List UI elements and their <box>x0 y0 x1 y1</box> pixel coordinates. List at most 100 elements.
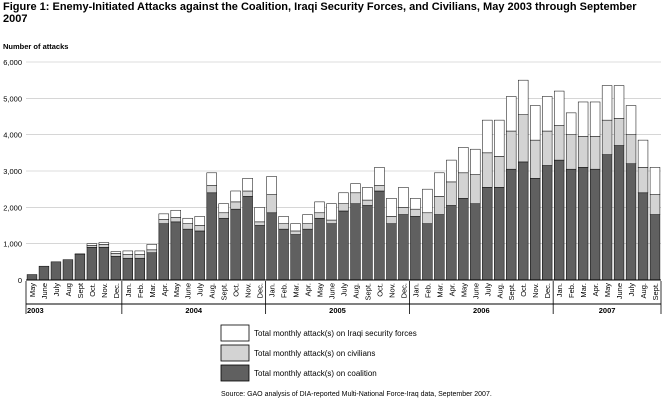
x-tick-label: Dec. <box>112 283 121 298</box>
bar-segment-2 <box>230 201 241 210</box>
bar-segment-2 <box>158 219 169 224</box>
x-tick-label: Sept. <box>363 283 372 301</box>
bar-segment-3 <box>458 147 469 174</box>
x-tick-label: Mar. <box>435 283 444 298</box>
x-tick-label: July <box>340 283 349 297</box>
legend-label: Total monthly attack(s) on coalition <box>254 369 377 378</box>
bar-segment-1 <box>470 203 481 281</box>
x-tick-label: Jan. <box>124 283 133 297</box>
bar-segment-2 <box>182 223 193 230</box>
year-label: 2005 <box>329 306 346 315</box>
bar-segment-3 <box>589 101 601 137</box>
year-label: 2004 <box>185 306 203 315</box>
y-tick-label: 3,000 <box>3 167 22 176</box>
bar-segment-2 <box>242 190 253 197</box>
year-label: 2007 <box>599 306 616 315</box>
bar-segment-2 <box>589 136 601 170</box>
bar-segment-1 <box>458 198 469 281</box>
bar-segment-1 <box>146 252 157 281</box>
x-axis: May June July Aug Sept Oct. Nov. Dec. Jan. Feb. Ma… <box>25 279 662 315</box>
legend-swatch <box>220 324 250 342</box>
bar-segment-1 <box>434 214 445 281</box>
x-tick-label: Oct. <box>519 283 528 297</box>
bar-segment-2 <box>410 208 421 217</box>
bar-segment-3 <box>230 190 241 203</box>
bar-segment-1 <box>589 168 601 281</box>
bar-segment-1 <box>446 205 457 281</box>
bar-segment-1 <box>326 223 337 281</box>
bar-segment-1 <box>50 261 62 281</box>
x-tick-label: Sept. <box>507 283 516 301</box>
bar-segment-3 <box>122 250 133 255</box>
x-tick-label: Feb. <box>423 283 432 298</box>
bar-segment-3 <box>314 201 325 214</box>
x-tick-label: Nov. <box>100 283 109 298</box>
x-tick-label: Aug. <box>639 283 648 298</box>
bar-segment-3 <box>518 79 529 115</box>
bar-segment-2 <box>542 130 553 166</box>
bar-segment-1 <box>98 247 110 281</box>
bar-segment-3 <box>374 167 385 186</box>
bar-segment-2 <box>266 194 277 214</box>
bar-segment-3 <box>386 198 397 217</box>
x-tick-label: June <box>471 283 480 299</box>
bar-segment-2 <box>494 156 505 188</box>
x-tick-label: Oct. <box>88 283 97 297</box>
x-tick-label: Nov. <box>244 283 253 298</box>
bar-segment-3 <box>649 167 661 195</box>
bar-segment-2 <box>386 216 397 224</box>
x-tick-label: Nov. <box>531 283 540 298</box>
x-tick-label: May <box>603 283 612 297</box>
bar-segment-3 <box>542 96 553 132</box>
x-tick-label: Sept. <box>651 283 660 301</box>
bar-segment-1 <box>38 265 50 281</box>
bar-segment-1 <box>398 214 409 281</box>
bar-segment-2 <box>518 114 529 163</box>
bar-segment-2 <box>362 199 373 206</box>
x-tick-label: Oct. <box>375 283 384 297</box>
bar-segment-2 <box>649 194 661 215</box>
bar-segment-2 <box>565 134 577 170</box>
bar-segment-1 <box>542 165 553 281</box>
x-tick-label: Oct. <box>232 283 241 297</box>
bar-segment-2 <box>613 118 625 146</box>
bar-segment-1 <box>266 212 277 281</box>
bar-segment-3 <box>398 187 409 208</box>
bar-segment-3 <box>98 242 110 245</box>
y-tick-label: 6,000 <box>3 58 22 67</box>
y-tick-label: 0 <box>18 276 22 285</box>
bar-segment-2 <box>74 253 86 255</box>
bar-segment-1 <box>506 168 517 281</box>
bar-segment-3 <box>422 188 433 214</box>
x-tick-label: Aug <box>64 283 73 296</box>
x-tick-label: Aug. <box>351 283 360 298</box>
bar-segment-1 <box>122 257 133 281</box>
bar-segment-1 <box>314 217 325 281</box>
bar-segment-3 <box>218 203 229 214</box>
bar-segment-3 <box>362 187 373 201</box>
x-tick-label: May <box>316 283 325 297</box>
bar-segment-1 <box>134 257 145 281</box>
x-tick-label: Aug. <box>495 283 504 298</box>
bar-segment-3 <box>350 183 361 194</box>
bar-segment-2 <box>98 244 110 248</box>
legend-swatch <box>220 364 250 382</box>
bar-segment-1 <box>362 205 373 281</box>
bar-segment-3 <box>302 214 313 224</box>
x-tick-label: Jan. <box>411 283 420 297</box>
bar-segment-3 <box>601 85 613 121</box>
x-tick-label: Nov. <box>387 283 396 298</box>
bar-segment-1 <box>554 159 565 281</box>
bar-segment-1 <box>422 223 433 281</box>
bar-segment-1 <box>86 247 98 281</box>
bar-segment-3 <box>554 90 565 126</box>
bar-segment-1 <box>110 256 122 281</box>
bar-segment-3 <box>613 85 625 119</box>
bar-segment-3 <box>410 198 421 210</box>
x-tick-label: Dec. <box>543 283 552 298</box>
x-tick-label: Apr. <box>304 283 313 296</box>
bar-segment-1 <box>62 259 74 281</box>
bar-segment-3 <box>565 112 577 135</box>
bar-segment-1 <box>26 274 38 281</box>
